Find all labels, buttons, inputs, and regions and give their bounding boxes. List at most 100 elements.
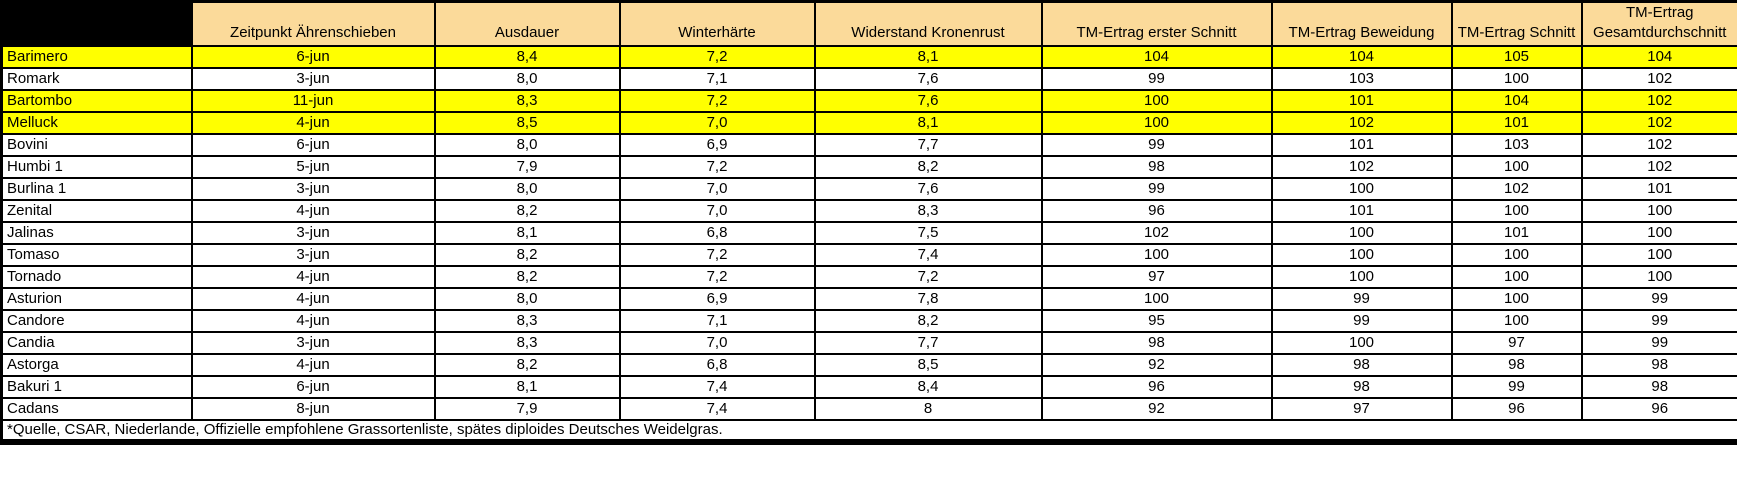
value-cell[interactable]: 7,0 xyxy=(618,198,816,223)
value-cell[interactable]: 8,2 xyxy=(433,242,621,267)
value-cell[interactable]: 7,5 xyxy=(813,220,1043,245)
value-cell[interactable]: 98 xyxy=(1580,352,1737,377)
variety-name-cell[interactable]: Astorga xyxy=(0,352,193,377)
value-cell[interactable]: 5-jun xyxy=(190,154,436,179)
value-cell[interactable]: 99 xyxy=(1450,374,1583,399)
variety-name-cell[interactable]: Bakuri 1 xyxy=(0,374,193,399)
value-cell[interactable]: 100 xyxy=(1270,330,1453,355)
variety-name-cell[interactable]: Barimero xyxy=(0,44,193,69)
value-cell[interactable]: 102 xyxy=(1450,176,1583,201)
value-cell[interactable]: 101 xyxy=(1270,198,1453,223)
value-cell[interactable]: 102 xyxy=(1580,154,1737,179)
value-cell[interactable]: 4-jun xyxy=(190,286,436,311)
value-cell[interactable]: 99 xyxy=(1580,330,1737,355)
value-cell[interactable]: 8,0 xyxy=(433,286,621,311)
value-cell[interactable]: 7,0 xyxy=(618,176,816,201)
value-cell[interactable]: 101 xyxy=(1270,88,1453,113)
value-cell[interactable]: 100 xyxy=(1040,286,1273,311)
variety-name-cell[interactable]: Jalinas xyxy=(0,220,193,245)
value-cell[interactable]: 99 xyxy=(1040,132,1273,157)
value-cell[interactable]: 7,2 xyxy=(618,44,816,69)
value-cell[interactable]: 96 xyxy=(1450,396,1583,421)
value-cell[interactable]: 92 xyxy=(1040,396,1273,421)
value-cell[interactable]: 8,5 xyxy=(433,110,621,135)
value-cell[interactable]: 101 xyxy=(1580,176,1737,201)
col-header-tm-ertrag-gesamtdurchschnitt[interactable]: TM-Ertrag Gesamtdurchschnitt xyxy=(1580,0,1737,47)
value-cell[interactable]: 92 xyxy=(1040,352,1273,377)
value-cell[interactable]: 7,8 xyxy=(813,286,1043,311)
value-cell[interactable]: 100 xyxy=(1580,264,1737,289)
value-cell[interactable]: 8,5 xyxy=(813,352,1043,377)
value-cell[interactable]: 8,2 xyxy=(433,264,621,289)
value-cell[interactable]: 7,2 xyxy=(618,264,816,289)
value-cell[interactable]: 101 xyxy=(1450,110,1583,135)
value-cell[interactable]: 100 xyxy=(1270,242,1453,267)
value-cell[interactable]: 100 xyxy=(1450,66,1583,91)
value-cell[interactable]: 6,9 xyxy=(618,132,816,157)
value-cell[interactable]: 7,1 xyxy=(618,66,816,91)
value-cell[interactable]: 99 xyxy=(1040,66,1273,91)
value-cell[interactable]: 98 xyxy=(1040,330,1273,355)
value-cell[interactable]: 3-jun xyxy=(190,330,436,355)
value-cell[interactable]: 105 xyxy=(1450,44,1583,69)
value-cell[interactable]: 6-jun xyxy=(190,132,436,157)
value-cell[interactable]: 6,9 xyxy=(618,286,816,311)
value-cell[interactable]: 100 xyxy=(1270,176,1453,201)
variety-name-cell[interactable]: Bovini xyxy=(0,132,193,157)
value-cell[interactable]: 100 xyxy=(1450,242,1583,267)
value-cell[interactable]: 100 xyxy=(1580,242,1737,267)
value-cell[interactable]: 7,7 xyxy=(813,330,1043,355)
value-cell[interactable]: 4-jun xyxy=(190,264,436,289)
value-cell[interactable]: 4-jun xyxy=(190,198,436,223)
value-cell[interactable]: 100 xyxy=(1450,308,1583,333)
variety-name-cell[interactable]: Asturion xyxy=(0,286,193,311)
value-cell[interactable]: 100 xyxy=(1450,264,1583,289)
variety-name-cell[interactable]: Humbi 1 xyxy=(0,154,193,179)
value-cell[interactable]: 102 xyxy=(1580,132,1737,157)
value-cell[interactable]: 8,3 xyxy=(433,330,621,355)
value-cell[interactable]: 100 xyxy=(1040,242,1273,267)
value-cell[interactable]: 3-jun xyxy=(190,66,436,91)
col-header-tm-ertrag-erster-schnitt[interactable]: TM-Ertrag erster Schnitt xyxy=(1040,0,1273,47)
value-cell[interactable]: 4-jun xyxy=(190,352,436,377)
col-header-winterhaerte[interactable]: Winterhärte xyxy=(618,0,816,47)
value-cell[interactable]: 8,0 xyxy=(433,176,621,201)
value-cell[interactable]: 7,4 xyxy=(618,374,816,399)
value-cell[interactable]: 3-jun xyxy=(190,242,436,267)
value-cell[interactable]: 7,1 xyxy=(618,308,816,333)
value-cell[interactable]: 102 xyxy=(1270,110,1453,135)
variety-name-cell[interactable]: Candore xyxy=(0,308,193,333)
value-cell[interactable]: 8,4 xyxy=(433,44,621,69)
value-cell[interactable]: 102 xyxy=(1580,110,1737,135)
value-cell[interactable]: 8,2 xyxy=(433,198,621,223)
value-cell[interactable]: 98 xyxy=(1580,374,1737,399)
value-cell[interactable]: 7,0 xyxy=(618,330,816,355)
value-cell[interactable]: 4-jun xyxy=(190,110,436,135)
value-cell[interactable]: 102 xyxy=(1580,66,1737,91)
value-cell[interactable]: 98 xyxy=(1040,154,1273,179)
value-cell[interactable]: 8 xyxy=(813,396,1043,421)
col-header-tm-ertrag-beweidung[interactable]: TM-Ertrag Beweidung xyxy=(1270,0,1453,47)
value-cell[interactable]: 7,2 xyxy=(618,88,816,113)
value-cell[interactable]: 100 xyxy=(1450,154,1583,179)
value-cell[interactable]: 98 xyxy=(1270,374,1453,399)
value-cell[interactable]: 99 xyxy=(1580,308,1737,333)
value-cell[interactable]: 8,0 xyxy=(433,132,621,157)
value-cell[interactable]: 100 xyxy=(1580,220,1737,245)
variety-name-cell[interactable]: Tornado xyxy=(0,264,193,289)
value-cell[interactable]: 102 xyxy=(1270,154,1453,179)
value-cell[interactable]: 99 xyxy=(1270,308,1453,333)
value-cell[interactable]: 103 xyxy=(1450,132,1583,157)
value-cell[interactable]: 8-jun xyxy=(190,396,436,421)
value-cell[interactable]: 102 xyxy=(1580,88,1737,113)
value-cell[interactable]: 8,2 xyxy=(813,308,1043,333)
value-cell[interactable]: 8,1 xyxy=(813,44,1043,69)
value-cell[interactable]: 8,4 xyxy=(813,374,1043,399)
variety-name-cell[interactable]: Zenital xyxy=(0,198,193,223)
value-cell[interactable]: 104 xyxy=(1450,88,1583,113)
value-cell[interactable]: 7,4 xyxy=(618,396,816,421)
variety-name-cell[interactable]: Burlina 1 xyxy=(0,176,193,201)
value-cell[interactable]: 97 xyxy=(1040,264,1273,289)
value-cell[interactable]: 7,7 xyxy=(813,132,1043,157)
value-cell[interactable]: 8,1 xyxy=(813,110,1043,135)
